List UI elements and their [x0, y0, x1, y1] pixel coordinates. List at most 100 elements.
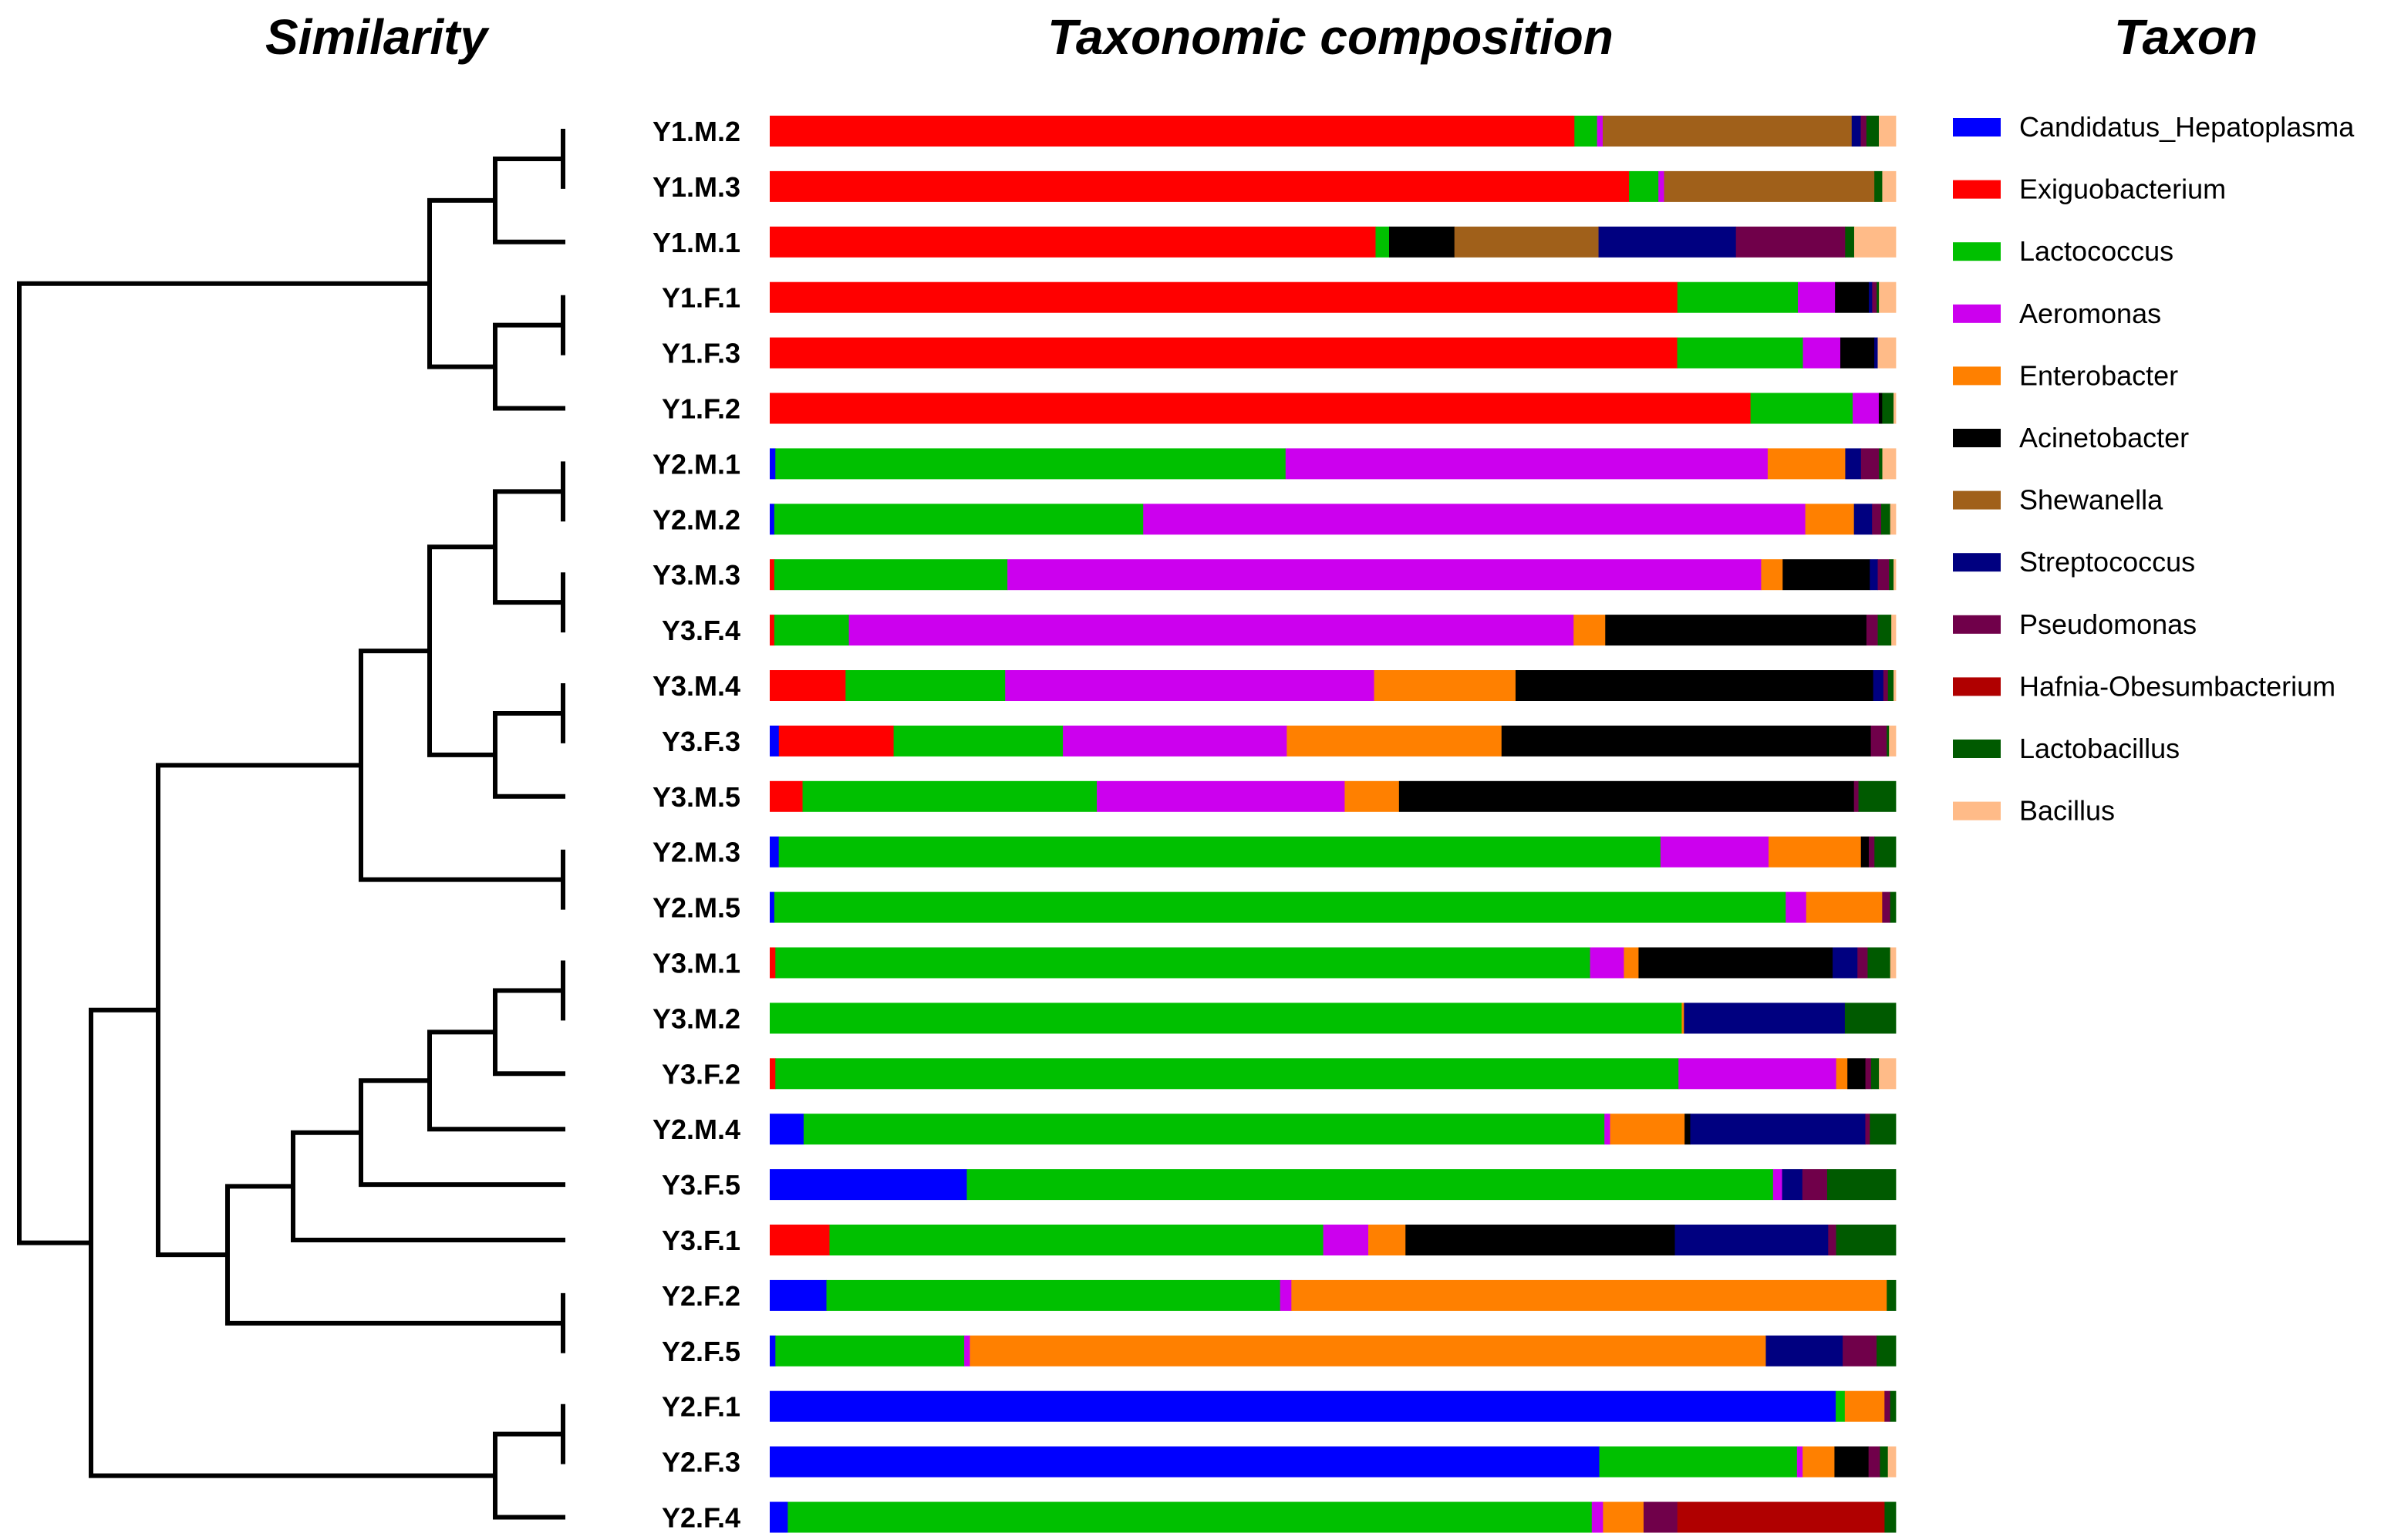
bar-segment	[1681, 1003, 1684, 1034]
bar-segment	[1853, 780, 1859, 812]
dendrogram-branch	[427, 544, 497, 757]
bar-segment	[770, 1169, 967, 1201]
legend-label: Bacillus	[2019, 795, 2115, 827]
bar-row	[770, 670, 1897, 701]
bar-segment	[770, 1225, 830, 1255]
bar-segment	[1877, 337, 1897, 369]
bar-row	[770, 170, 1897, 202]
bar-segment	[1874, 337, 1878, 369]
bar-segment	[964, 1335, 970, 1366]
dendrogram-branch	[493, 710, 565, 799]
bar-segment	[1879, 281, 1897, 313]
sample-label: Y3.F.1	[662, 1225, 740, 1256]
bar-segment	[1853, 226, 1897, 258]
similarity-dendrogram	[17, 129, 565, 1520]
bar-row	[770, 725, 1897, 757]
legend-label: Aeromonas	[2019, 298, 2161, 329]
bar-segment	[770, 281, 1678, 313]
legend-swatch	[1953, 118, 2001, 136]
sample-label: Y1.F.3	[662, 338, 740, 369]
bar-segment	[1826, 1169, 1897, 1201]
bar-segment	[829, 1225, 1324, 1255]
bar-segment	[802, 780, 1098, 812]
bar-segment	[1684, 1114, 1691, 1145]
bar-segment	[1598, 226, 1737, 258]
bar-segment	[770, 670, 846, 701]
bar-segment	[787, 1501, 1593, 1533]
bar-segment	[1870, 559, 1878, 591]
bar-segment	[803, 1114, 1605, 1145]
bar-row	[770, 504, 1897, 535]
legend-item: Lactobacillus	[1953, 733, 2180, 764]
sample-label: Y1.M.3	[653, 171, 740, 203]
bar-segment	[1853, 504, 1873, 535]
dendrogram-branch	[493, 1431, 565, 1520]
bar-segment	[1893, 559, 1897, 591]
bar-row	[770, 1335, 1897, 1366]
bar-segment	[770, 1279, 827, 1311]
bar-segment	[1624, 947, 1639, 979]
bar-segment	[1844, 1390, 1885, 1422]
bar-segment	[770, 170, 1630, 202]
bar-segment	[1877, 615, 1892, 646]
sample-label: Y2.F.3	[662, 1447, 740, 1478]
bar-segment	[826, 1279, 1281, 1311]
bar-segment	[1574, 116, 1598, 147]
legend-label: Exiguobacterium	[2019, 174, 2226, 205]
bar-segment	[1872, 504, 1882, 535]
bar-segment	[1143, 504, 1806, 535]
bar-segment	[1882, 393, 1894, 424]
bar-row	[770, 780, 1897, 812]
sample-label: Y3.M.3	[653, 559, 740, 591]
bar-row	[770, 116, 1897, 147]
legend-item: Bacillus	[1953, 795, 2115, 827]
bar-segment	[1796, 1446, 1803, 1478]
bar-segment	[774, 504, 1144, 535]
bar-segment	[1690, 1114, 1866, 1145]
bar-row	[770, 891, 1897, 923]
bar-segment	[1865, 1058, 1872, 1090]
bar-segment	[1761, 559, 1783, 591]
bar-segment	[1836, 1058, 1848, 1090]
legend-label: Streptococcus	[2019, 546, 2195, 578]
bar-segment	[770, 836, 780, 868]
legend-item: Acinetobacter	[1953, 422, 2189, 453]
bar-row	[770, 281, 1897, 313]
composition-title: Taxonomic composition	[1047, 9, 1614, 65]
bar-segment	[770, 947, 776, 979]
bar-segment	[1405, 1225, 1675, 1255]
bar-row	[770, 615, 1897, 646]
sample-label: Y2.M.2	[653, 504, 740, 535]
bar-segment	[770, 448, 776, 480]
legend-swatch	[1953, 490, 2001, 510]
bar-segment	[1750, 393, 1853, 424]
bar-segment	[1870, 1114, 1897, 1145]
bar-segment	[1769, 836, 1862, 868]
bar-segment	[1836, 1225, 1897, 1255]
bar-segment	[1286, 725, 1502, 757]
legend-item: Pseudomonas	[1953, 608, 2197, 640]
bar-segment	[970, 1335, 1766, 1366]
bar-segment	[770, 504, 775, 535]
bar-segment	[1877, 559, 1890, 591]
dendrogram-branch	[156, 763, 363, 1258]
bar-segment	[1870, 1058, 1880, 1090]
bar-segment	[1765, 1335, 1843, 1366]
bar-segment	[1674, 1225, 1829, 1255]
legend-swatch	[1953, 429, 2001, 447]
legend-label: Enterobacter	[2019, 359, 2178, 391]
bar-segment	[1772, 1169, 1782, 1201]
bar-segment	[1843, 1335, 1877, 1366]
bar-segment	[778, 725, 894, 757]
bar-segment	[775, 1058, 1679, 1090]
bar-segment	[1866, 615, 1878, 646]
bar-segment	[770, 1501, 788, 1533]
dendrogram-branch	[17, 281, 432, 1245]
bar-segment	[1610, 1114, 1685, 1145]
dendrogram-branch	[427, 197, 497, 369]
sample-label: Y3.M.5	[653, 781, 740, 813]
bar-row	[770, 1169, 1897, 1201]
bar-segment	[1515, 670, 1874, 701]
bar-segment	[1840, 337, 1875, 369]
bar-segment	[1847, 1058, 1866, 1090]
